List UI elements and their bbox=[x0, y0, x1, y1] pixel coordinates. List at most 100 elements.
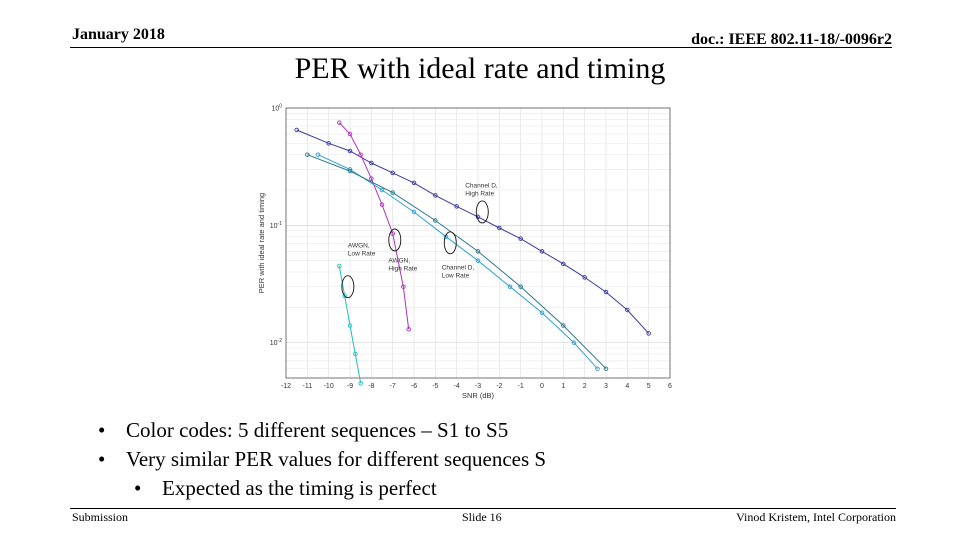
series-5-point bbox=[518, 284, 523, 289]
annotation-line: Channel D, bbox=[465, 183, 498, 190]
callout-ellipse bbox=[388, 228, 402, 252]
x-tick-label: -8 bbox=[368, 383, 374, 390]
per-chart-svg: -12 -11 -10 -9 -8 -7 -6 -5 -4 -3 -2 -1 0 1 2 3 4 5 6 10010… bbox=[240, 100, 680, 400]
footer-submission: Submission bbox=[72, 510, 129, 524]
series-3-point bbox=[315, 152, 321, 157]
x-axis-ticks: -12 -11 -10 -9 -8 -7 -6 -5 -4 -3 -2 -1 0 1 2 3 4 5 6 bbox=[281, 383, 672, 390]
x-tick-label: 4 bbox=[625, 383, 629, 390]
footer-slide-number: Slide 16 bbox=[462, 510, 502, 524]
series-4-point bbox=[347, 323, 353, 328]
series-3-point bbox=[595, 366, 600, 371]
series-1-line bbox=[296, 129, 650, 334]
header-divider bbox=[70, 47, 892, 48]
series-3-point bbox=[475, 258, 481, 263]
series-1-point bbox=[390, 170, 395, 176]
series-2-point bbox=[390, 231, 395, 236]
chart-grid bbox=[285, 107, 671, 379]
series-3-point bbox=[571, 340, 577, 345]
annotation-line: AWGN, bbox=[388, 258, 410, 265]
series-2-point bbox=[379, 202, 385, 207]
bullet-dot-icon: • bbox=[98, 418, 106, 442]
series-1-point bbox=[539, 249, 545, 254]
plot-area-frame bbox=[285, 107, 671, 379]
annotation-line: Low Rate bbox=[348, 250, 376, 257]
bullet-item: • Very similar PER values for different s… bbox=[98, 445, 546, 474]
annotation-line: High Rate bbox=[388, 266, 417, 273]
x-tick-label: 0 bbox=[540, 383, 544, 390]
x-tick-label: -9 bbox=[347, 383, 353, 390]
slide-title: PER with ideal rate and timing bbox=[294, 52, 666, 85]
header-doc-id: doc.: IEEE 802.11-18/-0096r2 bbox=[691, 31, 892, 48]
y-tick-exponent: -1 bbox=[278, 221, 283, 227]
annotation-label: AWGN, High Rate bbox=[388, 258, 417, 273]
annotation-label: Channel D, Low Rate bbox=[442, 265, 475, 280]
x-tick-label: -6 bbox=[411, 383, 417, 390]
series-2-line bbox=[338, 122, 410, 330]
series-1-point bbox=[347, 148, 353, 154]
series-1-point bbox=[411, 180, 417, 186]
x-tick-label: 2 bbox=[583, 383, 587, 390]
annotation-line: High Rate bbox=[465, 191, 494, 198]
series-2-point bbox=[406, 327, 411, 332]
x-tick-label: -5 bbox=[432, 383, 438, 390]
series-1-point bbox=[294, 127, 299, 133]
x-tick-label: -7 bbox=[390, 383, 396, 390]
series-5-point bbox=[305, 152, 310, 157]
x-tick-label: 3 bbox=[604, 383, 608, 390]
bullet-dot-icon: • bbox=[98, 447, 106, 471]
series-5-point bbox=[561, 323, 566, 328]
series-2-point bbox=[337, 120, 342, 125]
series-5-point bbox=[390, 190, 395, 195]
y-axis-label: PER with ideal rate and timing bbox=[257, 193, 266, 293]
per-chart: -12 -11 -10 -9 -8 -7 -6 -5 -4 -3 -2 -1 0 1 2 3 4 5 6 100 10… bbox=[240, 100, 680, 400]
series-1-point bbox=[326, 141, 331, 146]
series-3-point bbox=[379, 187, 385, 193]
x-tick-label: -4 bbox=[454, 383, 460, 390]
chart-background bbox=[240, 100, 680, 400]
bullet-dot-icon: • bbox=[134, 476, 142, 500]
series-1-point bbox=[497, 225, 502, 231]
sub-bullet-item: • Expected as the timing is perfect bbox=[98, 474, 546, 503]
series-4-point bbox=[337, 263, 342, 269]
x-tick-label: -12 bbox=[281, 383, 291, 390]
y-tick-base: 10 bbox=[270, 340, 278, 347]
series-layer bbox=[294, 120, 651, 386]
callout-ellipse bbox=[443, 231, 457, 255]
annotation-line: Low Rate bbox=[442, 273, 470, 280]
series-5-point bbox=[603, 366, 609, 371]
bullet-text: Color codes: 5 different sequences – S1 … bbox=[126, 418, 509, 442]
x-tick-label: 5 bbox=[647, 383, 651, 390]
y-tick-exponent: 0 bbox=[279, 104, 282, 110]
series-3-point bbox=[539, 310, 545, 315]
footer-divider bbox=[70, 508, 896, 509]
annotation-line: Channel D, bbox=[442, 265, 475, 272]
header-date: January 2018 bbox=[72, 26, 165, 43]
footer-author: Vinod Kristem, Intel Corporation bbox=[736, 510, 896, 524]
x-tick-label: -10 bbox=[324, 383, 334, 390]
y-tick-label: 10-2 bbox=[270, 338, 282, 347]
y-tick-label: 10-1 bbox=[270, 221, 282, 230]
series-4-point bbox=[358, 381, 363, 386]
series-2-point bbox=[347, 131, 353, 137]
series-5-point bbox=[433, 218, 438, 223]
annotation-label: AWGN, Low Rate bbox=[348, 242, 376, 257]
callout-ellipse bbox=[341, 275, 355, 299]
bullet-text: Expected as the timing is perfect bbox=[162, 476, 437, 500]
series-2-point bbox=[369, 176, 374, 181]
x-tick-label: -1 bbox=[518, 383, 524, 390]
series-4-point bbox=[342, 293, 347, 299]
bullet-text: Very similar PER values for different se… bbox=[126, 447, 547, 471]
series-3-point bbox=[507, 284, 513, 289]
series-5-point bbox=[347, 168, 353, 174]
series-1-point bbox=[369, 160, 374, 166]
y-tick-exponent: -2 bbox=[278, 338, 283, 344]
series-1-point bbox=[561, 261, 566, 267]
x-tick-label: -11 bbox=[303, 383, 313, 390]
series-1-point bbox=[582, 275, 587, 280]
x-tick-label: 6 bbox=[668, 383, 672, 390]
y-tick-base: 10 bbox=[271, 106, 279, 113]
series-4-line bbox=[338, 265, 362, 384]
y-tick-base: 10 bbox=[270, 223, 278, 230]
series-2-point bbox=[358, 152, 363, 157]
